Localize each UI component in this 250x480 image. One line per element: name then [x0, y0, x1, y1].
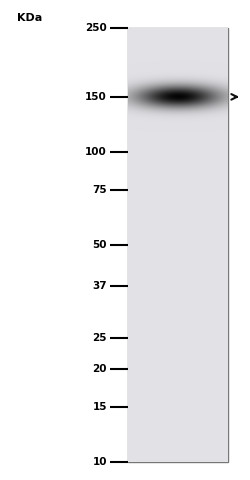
Text: 25: 25	[92, 334, 107, 344]
Text: 75: 75	[92, 185, 107, 195]
Text: 100: 100	[85, 146, 107, 156]
Text: KDa: KDa	[18, 13, 42, 23]
Text: 10: 10	[92, 457, 107, 467]
Bar	[128, 28, 228, 462]
Text: 250: 250	[85, 23, 107, 33]
Text: 150: 150	[85, 92, 107, 102]
Text: 50: 50	[92, 240, 107, 250]
Text: 15: 15	[92, 402, 107, 412]
Text: 37: 37	[92, 281, 107, 290]
Text: 20: 20	[92, 363, 107, 373]
